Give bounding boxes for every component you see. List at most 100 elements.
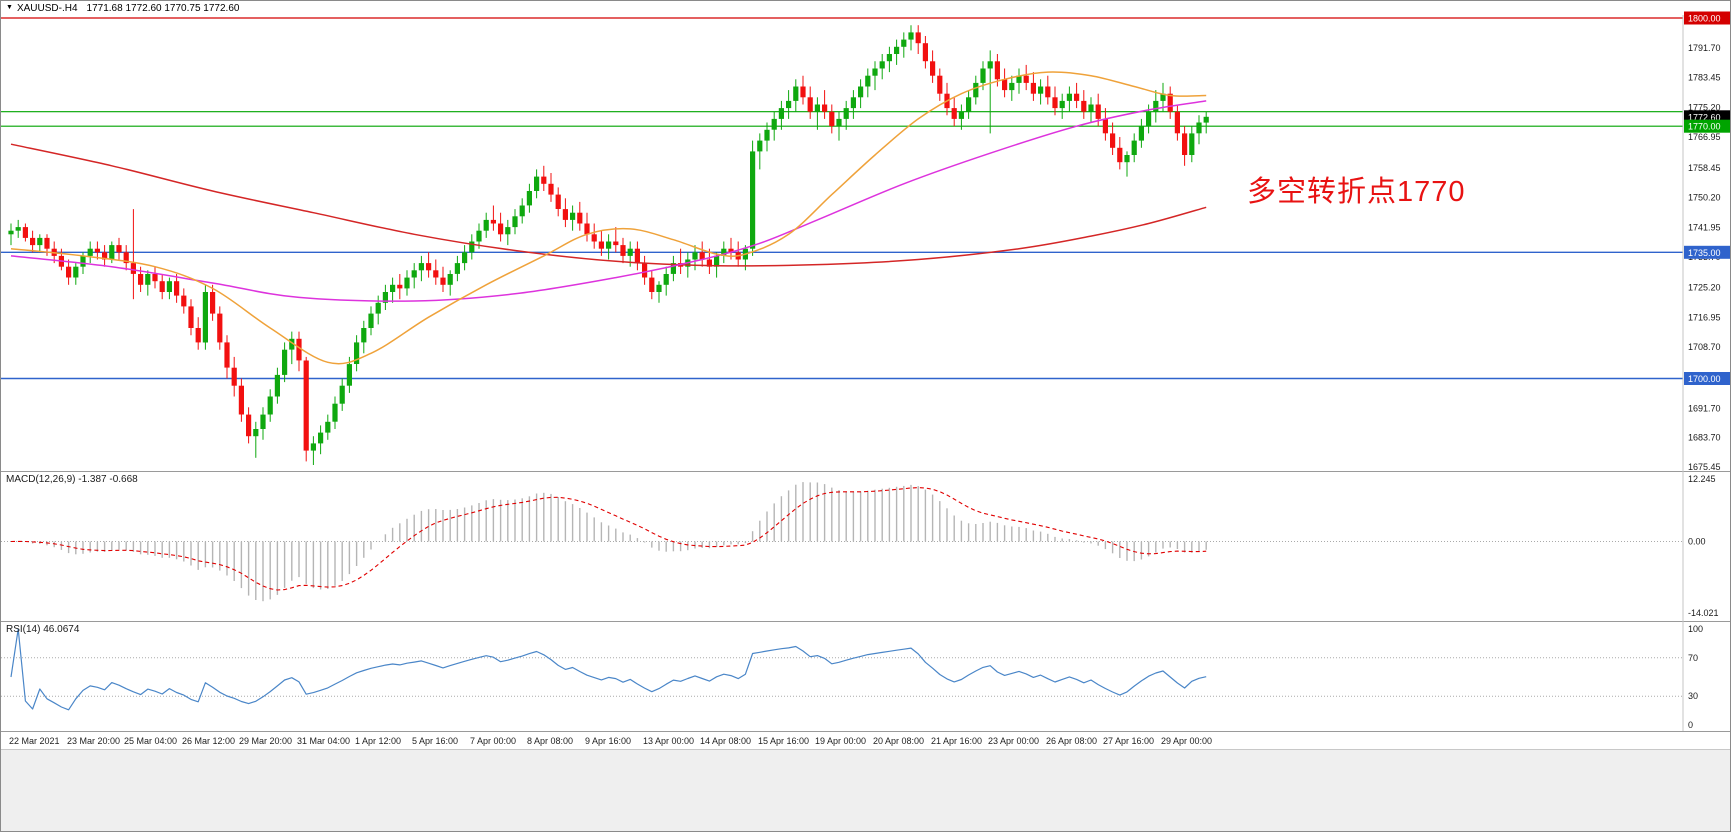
price-tick-label: 1708.70 xyxy=(1688,342,1721,352)
candle-body xyxy=(498,223,504,235)
time-label: 26 Apr 08:00 xyxy=(1046,736,1098,746)
time-label: 8 Apr 08:00 xyxy=(527,736,574,746)
candle-body xyxy=(822,104,828,112)
candle-body xyxy=(426,263,432,271)
candle-body xyxy=(836,118,842,127)
candle-body xyxy=(1074,93,1080,101)
candle-body xyxy=(1088,104,1094,112)
time-label: 19 Apr 00:00 xyxy=(815,736,867,746)
macd-scale-label: 0.00 xyxy=(1688,537,1706,547)
time-label: 29 Mar 20:00 xyxy=(239,736,293,746)
rsi-panel[interactable]: 100 70 30 0 xyxy=(1,621,1731,731)
price-tick-label: 1716.95 xyxy=(1688,312,1721,322)
candle-body xyxy=(267,396,273,415)
candle-body xyxy=(181,295,187,307)
time-label: 26 Mar 12:00 xyxy=(182,736,236,746)
candle-body xyxy=(282,349,288,375)
candle-body xyxy=(548,183,554,195)
candle-body xyxy=(699,252,705,260)
candle-body xyxy=(807,97,813,112)
candle-body xyxy=(30,237,36,246)
candle-body xyxy=(555,194,561,209)
price-tick-label: 1775.20 xyxy=(1688,102,1721,112)
candle-body xyxy=(886,54,892,62)
price-chart-panel[interactable]: 1791.70 1783.45 1775.20 1766.95 1758.45 1750.… xyxy=(1,11,1731,473)
candle-body xyxy=(598,241,604,249)
candle-body xyxy=(339,385,345,404)
candle-body xyxy=(670,263,676,274)
candle-body xyxy=(706,259,712,267)
candle-body xyxy=(721,248,727,256)
macd-signal-line xyxy=(10,487,1207,591)
candle-body xyxy=(368,313,374,328)
candle-body xyxy=(325,421,331,433)
candle-body xyxy=(951,108,957,119)
candle-body xyxy=(1160,93,1166,101)
candle-body xyxy=(87,248,93,256)
time-label: 1 Apr 12:00 xyxy=(355,736,402,746)
time-label: 21 Apr 16:00 xyxy=(931,736,983,746)
candle-body xyxy=(1002,79,1008,91)
candle-body xyxy=(606,241,612,249)
candle-body xyxy=(858,86,864,98)
macd-indicator-label: MACD(12,26,9) -1.387 -0.668 xyxy=(6,474,138,485)
candlestick-series xyxy=(8,25,1209,465)
price-tick-label: 1791.70 xyxy=(1688,43,1721,53)
price-axis[interactable]: 1791.70 1783.45 1775.20 1766.95 1758.45 1750.… xyxy=(1684,11,1731,473)
candle-body xyxy=(922,43,928,62)
candle-body xyxy=(980,68,986,83)
candle-body xyxy=(433,270,439,278)
candle-body xyxy=(332,403,338,422)
price-badge xyxy=(1684,245,1730,259)
candle-body xyxy=(1016,75,1022,83)
candle-body xyxy=(1203,116,1209,123)
candle-body xyxy=(462,252,468,264)
candle-body xyxy=(123,252,129,264)
macd-histogram xyxy=(17,482,1207,602)
candle-body xyxy=(469,241,475,253)
footer-area xyxy=(1,749,1730,831)
candle-body xyxy=(166,281,172,292)
candle-body xyxy=(15,227,21,231)
macd-scale-label: -14.021 xyxy=(1688,608,1719,618)
candle-body xyxy=(310,443,316,451)
price-tick-label: 1741.95 xyxy=(1688,222,1721,232)
price-badge-label: 1700.00 xyxy=(1688,374,1721,384)
candle-body xyxy=(865,75,871,87)
time-label: 15 Apr 16:00 xyxy=(758,736,810,746)
candle-body xyxy=(987,61,993,69)
candle-body xyxy=(354,342,360,364)
price-badge-label: 1800.00 xyxy=(1688,14,1721,24)
candle-body xyxy=(1131,140,1137,155)
candle-body xyxy=(246,414,252,437)
candle-body xyxy=(526,191,532,206)
rsi-line xyxy=(10,628,1207,711)
candle-body xyxy=(692,252,698,260)
time-label: 5 Apr 16:00 xyxy=(412,736,459,746)
symbol-period-label: XAUUSD-.H4 xyxy=(16,3,78,14)
candle-body xyxy=(728,248,734,253)
candle-body xyxy=(152,274,158,282)
candle-body xyxy=(66,266,72,278)
candle-body xyxy=(829,111,835,127)
candle-body xyxy=(793,86,799,101)
candle-body xyxy=(649,277,655,292)
candle-body xyxy=(1023,75,1029,83)
candle-body xyxy=(80,255,86,267)
candle-body xyxy=(958,111,964,119)
candle-body xyxy=(973,82,979,98)
candle-body xyxy=(1009,82,1015,91)
candle-body xyxy=(1030,82,1036,94)
candle-body xyxy=(382,292,388,303)
price-tick-label: 1675.45 xyxy=(1688,462,1721,472)
candle-body xyxy=(253,429,259,437)
candle-body xyxy=(174,281,180,296)
time-axis[interactable]: 22 Mar 2021 23 Mar 20:00 25 Mar 04:00 26 Ma… xyxy=(1,731,1730,749)
symbol-dropdown-icon[interactable]: ▼ xyxy=(6,4,13,11)
candle-body xyxy=(570,212,576,220)
candle-body xyxy=(1110,133,1116,148)
candle-body xyxy=(1124,155,1130,163)
candle-body xyxy=(397,284,403,289)
candle-body xyxy=(94,248,100,253)
macd-panel[interactable]: 12.245 0.00 -14.021 xyxy=(1,471,1731,621)
